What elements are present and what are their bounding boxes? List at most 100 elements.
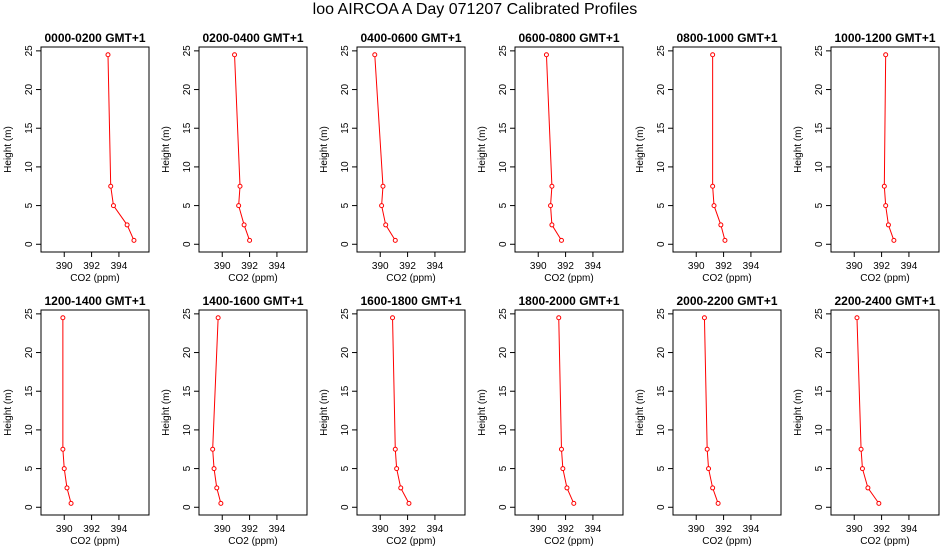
- x-tick-label: 394: [269, 524, 286, 535]
- profile-panel: 0400-0600 GMT+1 390 392 394 0 5 10 15 20 25 CO2 (p…: [319, 31, 466, 284]
- y-tick-label: 10: [24, 424, 35, 436]
- x-tick-label: 392: [557, 524, 574, 535]
- profile-point: [241, 222, 247, 228]
- profile-point: [380, 183, 386, 189]
- y-tick-label: 15: [340, 122, 351, 134]
- profile-point: [710, 52, 716, 58]
- x-tick-label: 390: [372, 261, 389, 272]
- profile-point: [379, 203, 385, 209]
- profile-point: [710, 183, 716, 189]
- x-tick-label: 390: [214, 261, 231, 272]
- profile-point: [247, 237, 253, 243]
- profile-line: [374, 54, 396, 241]
- plot-frame: [356, 46, 466, 253]
- plot-frame: [356, 309, 466, 516]
- x-tick-label: 392: [83, 524, 100, 535]
- profile-panel: 0000-0200 GMT+1 390 392 394 0 5 10 15 20 25 CO2 (p…: [3, 31, 150, 284]
- profile-point: [711, 203, 717, 209]
- plot-frame: [830, 309, 940, 516]
- plot-frame: [672, 309, 782, 516]
- panel-title: 1200-1400 GMT+1: [44, 294, 145, 308]
- x-tick-label: 394: [901, 524, 918, 535]
- chart-main-title: loo AIRCOA A Day 071207 Calibrated Profi…: [312, 1, 638, 18]
- profile-point: [372, 52, 378, 58]
- profile-point: [715, 500, 721, 506]
- profile-line: [856, 317, 880, 504]
- profile-line: [62, 317, 72, 504]
- y-tick-label: 10: [814, 161, 825, 173]
- profile-point: [60, 315, 66, 321]
- profile-point: [392, 446, 398, 452]
- profile-point: [60, 446, 66, 452]
- y-tick-label: 25: [24, 308, 35, 320]
- profile-point: [885, 222, 891, 228]
- y-tick-label: 5: [656, 202, 667, 208]
- profile-point: [876, 500, 882, 506]
- y-tick-label: 0: [498, 504, 509, 510]
- profile-panel: 1400-1600 GMT+1 390 392 394 0 5 10 15 20 25 CO2 (p…: [161, 294, 308, 547]
- profile-point: [571, 500, 577, 506]
- y-tick-label: 5: [182, 202, 193, 208]
- panel-title: 2000-2200 GMT+1: [676, 294, 777, 308]
- profile-point: [394, 466, 400, 472]
- y-tick-label: 15: [498, 385, 509, 397]
- y-tick-label: 25: [182, 45, 193, 57]
- plot-frame: [40, 309, 150, 516]
- y-axis-label: Height (m): [477, 389, 488, 436]
- y-tick-label: 5: [498, 465, 509, 471]
- y-axis-label: Height (m): [319, 126, 330, 173]
- x-tick-label: 390: [688, 261, 705, 272]
- profile-panel: 1800-2000 GMT+1 390 392 394 0 5 10 15 20 25 CO2 (p…: [477, 294, 624, 547]
- y-axis-label: Height (m): [793, 126, 804, 173]
- panel-title: 0200-0400 GMT+1: [202, 31, 303, 45]
- x-tick-label: 394: [269, 261, 286, 272]
- panel-title: 1400-1600 GMT+1: [202, 294, 303, 308]
- x-tick-label: 394: [743, 261, 760, 272]
- y-tick-label: 0: [182, 241, 193, 247]
- profile-line: [712, 54, 726, 241]
- y-tick-label: 5: [340, 465, 351, 471]
- x-axis-label: CO2 (ppm): [70, 536, 119, 547]
- x-axis-label: CO2 (ppm): [544, 536, 593, 547]
- y-tick-label: 0: [24, 504, 35, 510]
- y-axis-label: Height (m): [161, 126, 172, 173]
- x-tick-label: 392: [715, 524, 732, 535]
- profile-point: [558, 237, 564, 243]
- y-tick-label: 10: [340, 424, 351, 436]
- x-axis-label: CO2 (ppm): [70, 273, 119, 284]
- x-tick-label: 394: [585, 524, 602, 535]
- profile-point: [131, 237, 137, 243]
- y-tick-label: 15: [340, 385, 351, 397]
- profile-panel: 0600-0800 GMT+1 390 392 394 0 5 10 15 20 25 CO2 (p…: [477, 31, 624, 284]
- profile-point: [549, 183, 555, 189]
- y-tick-label: 0: [656, 241, 667, 247]
- x-tick-label: 392: [399, 261, 416, 272]
- x-tick-label: 392: [873, 524, 890, 535]
- x-tick-label: 394: [585, 261, 602, 272]
- profile-point: [883, 203, 889, 209]
- y-tick-label: 15: [24, 122, 35, 134]
- y-tick-label: 5: [814, 465, 825, 471]
- x-tick-label: 394: [111, 524, 128, 535]
- x-tick-label: 392: [241, 261, 258, 272]
- plot-frame: [198, 309, 308, 516]
- profile-line: [558, 317, 575, 504]
- y-tick-label: 5: [498, 202, 509, 208]
- profile-point: [556, 315, 562, 321]
- profile-line: [234, 54, 251, 241]
- profile-line: [107, 54, 135, 241]
- profile-panel: 0200-0400 GMT+1 390 392 394 0 5 10 15 20 25 CO2 (p…: [161, 31, 308, 284]
- y-tick-label: 25: [182, 308, 193, 320]
- plot-frame: [514, 46, 624, 253]
- y-tick-label: 10: [498, 424, 509, 436]
- y-tick-label: 20: [498, 347, 509, 359]
- y-tick-label: 10: [24, 161, 35, 173]
- profile-point: [406, 500, 412, 506]
- y-tick-label: 0: [498, 241, 509, 247]
- profile-point: [232, 52, 238, 58]
- profile-point: [124, 222, 130, 228]
- y-tick-label: 5: [814, 202, 825, 208]
- profile-panel: 0800-1000 GMT+1 390 392 394 0 5 10 15 20 25 CO2 (p…: [635, 31, 782, 284]
- profile-point: [390, 315, 396, 321]
